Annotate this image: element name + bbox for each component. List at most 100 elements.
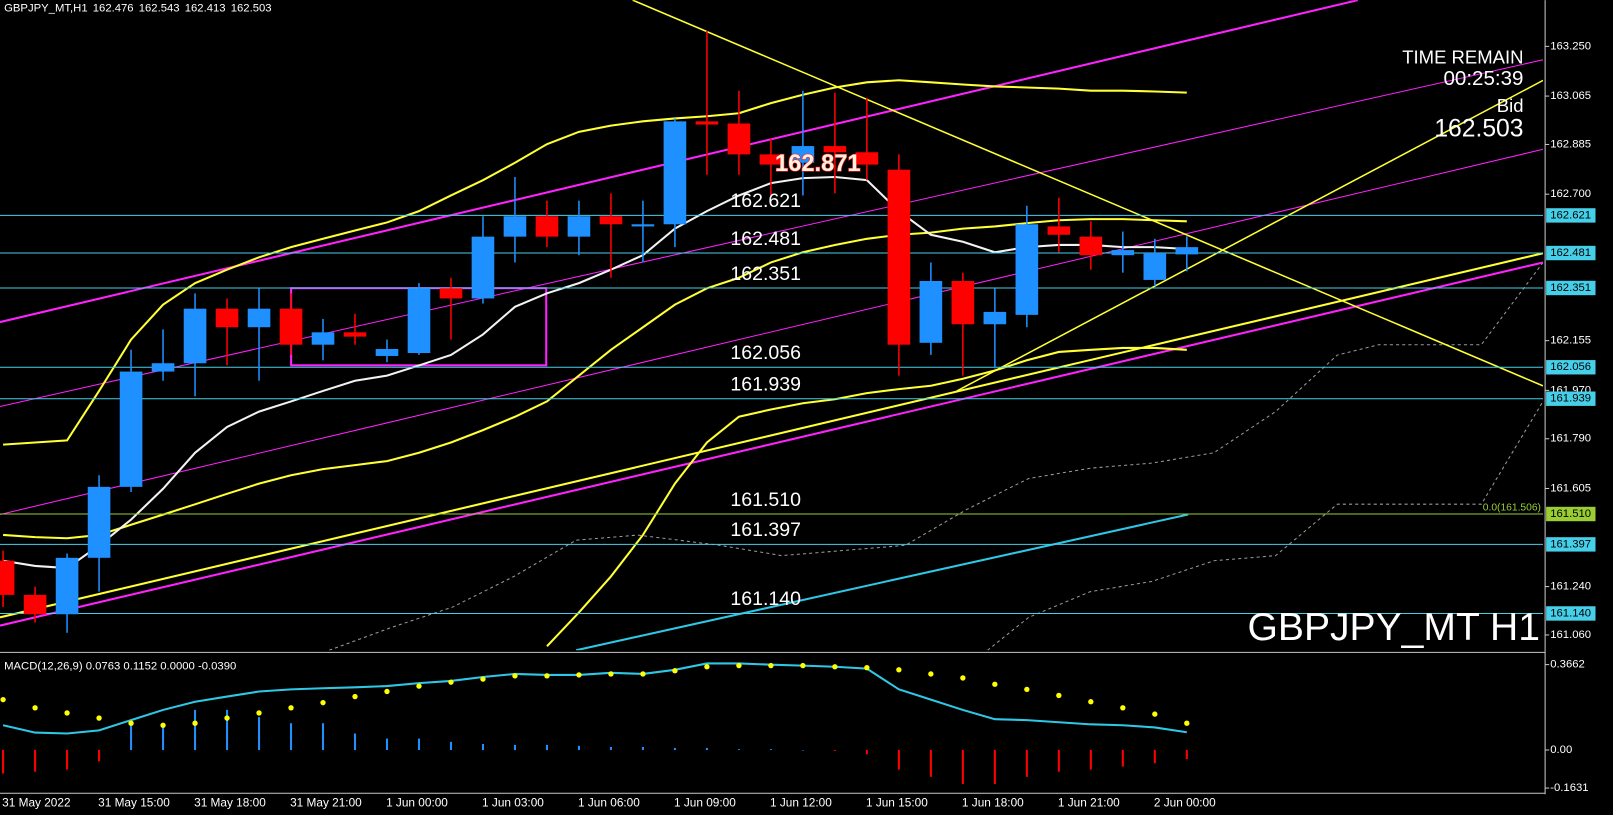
candle-body (791, 146, 815, 163)
bid: 162.503 (1434, 115, 1523, 142)
histogram-bar (769, 749, 772, 751)
level-axis-label: 161.140 (1550, 607, 1591, 619)
x-tick-label: 31 May 15:00 (98, 796, 170, 810)
candle-body (1015, 224, 1039, 315)
histogram-bar (257, 717, 261, 751)
x-tick-label: 1 Jun 15:00 (866, 796, 928, 810)
level-axis-label: 162.481 (1550, 247, 1591, 259)
histogram-bar (801, 750, 804, 751)
histogram-bar (1089, 750, 1092, 770)
x-tick-label: 1 Jun 03:00 (482, 796, 544, 810)
signal-dot (512, 673, 518, 679)
level-axis-box (1546, 506, 1596, 522)
signal-dot (1184, 720, 1190, 726)
candle-body (119, 371, 143, 487)
histogram-bar (961, 750, 964, 785)
histogram-bar (34, 750, 37, 772)
histogram-bar (1185, 750, 1188, 760)
signal-dot (928, 671, 934, 677)
symbol: GBPJPY_MT,H1 (4, 2, 88, 14)
histogram-bar (705, 747, 708, 751)
level-label: 162.351 (730, 263, 801, 285)
main-pane: 163.250 163.065 162.885 162.700 162.155 161.9… (0, 31, 1596, 649)
candle-body (695, 121, 719, 125)
time-remain: 00:25:39 (1443, 67, 1523, 90)
signal-dot (992, 681, 998, 687)
indicator-line (2, 175, 1187, 570)
histogram-bar (130, 720, 133, 751)
level-label: 162.621 (730, 190, 801, 212)
histogram-bar (385, 738, 389, 751)
signal-dot (256, 710, 262, 716)
trend-line (575, 513, 1189, 651)
signal-dot (960, 675, 966, 681)
signal-dot (192, 720, 198, 726)
ohlc-value: 162.543 (139, 2, 180, 14)
signal-dot (416, 683, 422, 689)
signal-dot (224, 715, 230, 721)
level-axis-label: 162.056 (1550, 361, 1591, 373)
level-axis-box (1546, 245, 1596, 261)
histogram-bar (353, 733, 357, 751)
signal-dot (160, 722, 166, 728)
y-tick-label: -0.1631 (1550, 782, 1588, 794)
candle-body (503, 216, 527, 237)
histogram-bar (865, 750, 868, 755)
candle-body (311, 332, 335, 345)
histogram-bar (321, 723, 325, 751)
level-label: 161.140 (730, 588, 801, 610)
histogram-bar (641, 746, 644, 751)
histogram-bar (577, 745, 580, 751)
signal-dot (640, 671, 646, 677)
histogram-bar (66, 750, 69, 770)
signal-dot (1024, 686, 1030, 693)
ohlc-value: 162.413 (185, 2, 226, 14)
candle-body (919, 280, 943, 343)
x-tick-label: 1 Jun 12:00 (770, 796, 832, 810)
candle-body (951, 280, 975, 325)
candle-body (0, 560, 15, 595)
indicator-line (3, 218, 1187, 540)
level-axis-box (1546, 391, 1596, 406)
histogram-bar (481, 743, 485, 751)
level-axis-box (1546, 208, 1596, 223)
signal-dot (864, 665, 870, 671)
level-axis-label: 161.510 (1550, 508, 1591, 520)
candle-body (343, 332, 367, 337)
x-tick-label: 31 May 18:00 (194, 796, 266, 810)
cloud-edge (987, 401, 1544, 651)
level-axis-label: 162.621 (1550, 209, 1591, 221)
signal-dot (1120, 705, 1126, 711)
y-tick-label: 162.885 (1550, 138, 1591, 150)
histogram-bar (545, 744, 548, 751)
signal-dot (448, 679, 454, 685)
level-label: 162.481 (730, 228, 801, 250)
level-label: 161.397 (730, 519, 801, 541)
candle-body (1111, 250, 1135, 256)
signal-dot (320, 699, 326, 706)
y-tick-label: 161.060 (1550, 629, 1591, 641)
candle-body (375, 348, 399, 356)
histogram-bar (449, 741, 453, 751)
signal-dot (1152, 711, 1158, 717)
level-label: 162.056 (730, 342, 801, 364)
signal-dot (736, 662, 742, 669)
macd-title: MACD(12,26,9) 0.0763 0.1152 0.0000 -0.03… (4, 661, 236, 673)
candle-body (183, 308, 207, 364)
histogram-bar (609, 746, 612, 751)
signal-dot (832, 664, 838, 670)
candle-body (631, 224, 655, 227)
time-remain-label: TIME REMAIN (1402, 47, 1523, 68)
signal-dot (672, 668, 678, 674)
candle-body (55, 557, 79, 615)
signal-dot (384, 688, 390, 695)
histogram-bar (673, 747, 676, 751)
histogram-bar (513, 744, 516, 751)
chart-header: GBPJPY_MT,H1 162.476 162.543 162.413 162.503 (4, 2, 271, 14)
level-label: 161.939 (730, 373, 801, 395)
ohlc-value: 162.476 (93, 2, 134, 14)
fib-label: 0.0(161.506) (1483, 503, 1541, 514)
candle-body (1175, 247, 1199, 255)
macd-pane: MACD(12,26,9) 0.0763 0.1152 0.0000 -0.03… (0, 659, 1589, 794)
